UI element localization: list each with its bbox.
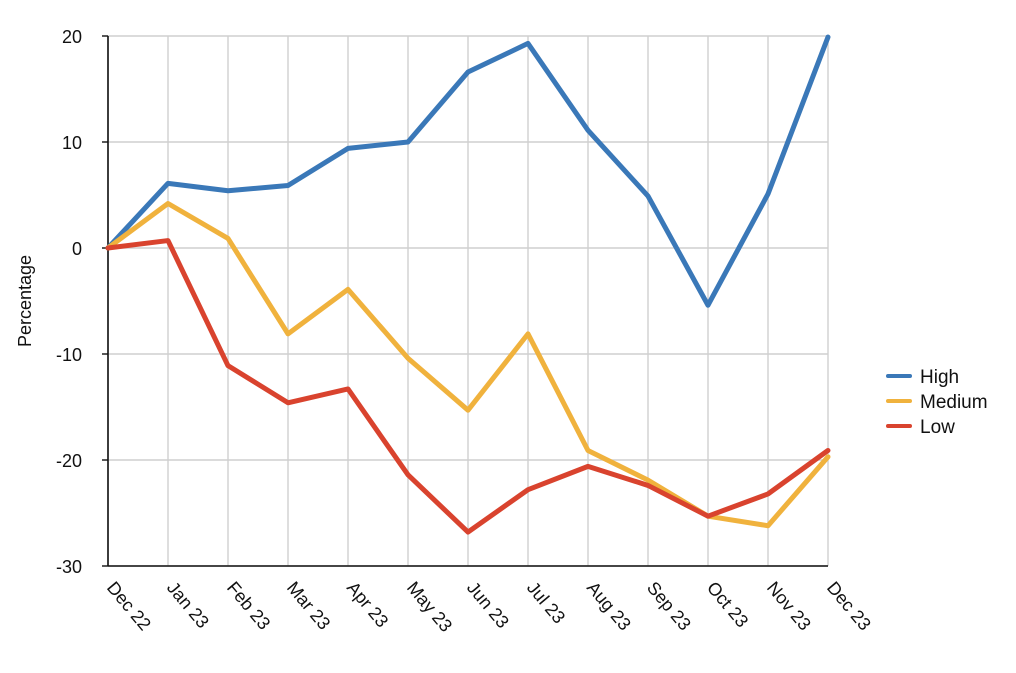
x-tick-label: Jul 23 bbox=[523, 578, 569, 628]
x-tick-label: Jun 23 bbox=[463, 578, 513, 632]
x-tick-label: Dec 23 bbox=[823, 578, 875, 635]
y-tick-label: 0 bbox=[72, 239, 82, 259]
x-tick-label: Feb 23 bbox=[223, 578, 274, 634]
legend-label-high: High bbox=[920, 367, 959, 388]
x-tick-label: Sep 23 bbox=[643, 578, 695, 635]
legend: High Medium Low bbox=[886, 367, 988, 438]
series-lines bbox=[105, 34, 831, 535]
grid-lines bbox=[107, 35, 829, 567]
y-tick-label: -30 bbox=[56, 557, 82, 577]
x-tick-label: Aug 23 bbox=[583, 578, 635, 635]
x-tick-label: Dec 22 bbox=[103, 578, 155, 635]
x-tick-label: Jan 23 bbox=[163, 578, 213, 632]
legend-label-medium: Medium bbox=[920, 392, 988, 413]
x-tick-labels: Dec 22 Jan 23 Feb 23 Mar 23 Apr 23 May 23 Jun … bbox=[103, 578, 875, 636]
x-tick-label: Nov 23 bbox=[763, 578, 815, 635]
x-tick-label: Mar 23 bbox=[283, 578, 334, 634]
y-tick-label: -10 bbox=[56, 345, 82, 365]
y-tick-label: 10 bbox=[62, 133, 82, 153]
series-line-high bbox=[105, 34, 831, 308]
y-tick-labels: 20 10 0 -10 -20 -30 bbox=[56, 27, 82, 577]
series-line-low bbox=[105, 238, 831, 535]
x-tick-label: Oct 23 bbox=[703, 578, 752, 631]
y-tick-label: -20 bbox=[56, 451, 82, 471]
axes bbox=[102, 35, 828, 567]
y-axis-label: Percentage bbox=[15, 255, 35, 347]
x-tick-label: May 23 bbox=[403, 578, 456, 636]
y-tick-label: 20 bbox=[62, 27, 82, 47]
legend-label-low: Low bbox=[920, 417, 955, 438]
x-tick-label: Apr 23 bbox=[343, 578, 392, 631]
